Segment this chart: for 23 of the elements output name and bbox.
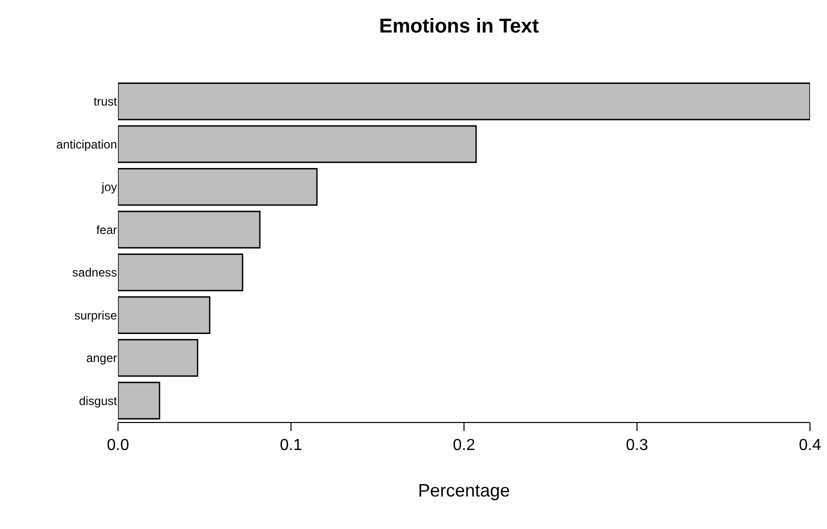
x-axis-title: Percentage [418,480,510,500]
y-tick-label: fear [96,222,117,237]
bar [118,82,810,120]
y-tick-label: anticipation [56,137,117,152]
y-tick-label: joy [100,180,117,194]
bar [118,125,477,163]
y-tick-label: disgust [78,394,118,408]
x-tick-label: 0.3 [626,437,648,454]
y-tick-label: sadness [72,266,117,280]
x-tick-label: 0.2 [452,437,476,454]
bar [118,382,160,420]
bar [118,254,244,292]
bar [118,296,210,334]
chart-title: Emotions in Text [379,16,540,38]
x-tick-label: 0.0 [106,437,130,454]
y-tick-label: anger [86,351,117,366]
bar [118,168,318,206]
y-tick-label: trust [94,94,118,109]
x-tick-label: 0.1 [280,437,302,454]
bar [118,210,261,248]
x-tick-label: 0.4 [798,437,822,454]
bar [118,339,198,377]
y-tick-label: surprise [74,308,118,322]
